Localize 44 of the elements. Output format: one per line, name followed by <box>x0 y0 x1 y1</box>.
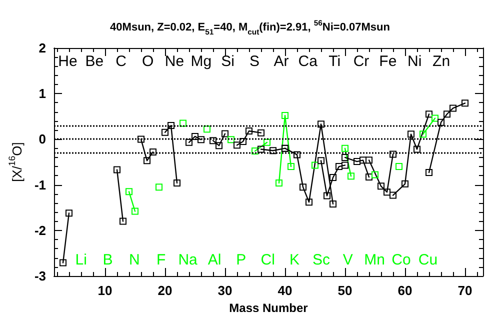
y-tick-label: 1 <box>38 86 46 102</box>
x-tick-label: 40 <box>278 283 292 298</box>
x-tick-label: 60 <box>398 283 412 298</box>
annotation: V <box>342 252 353 269</box>
x-axis-title: Mass Number <box>229 301 308 315</box>
annotation: Cl <box>260 252 275 269</box>
y-tick-label: -2 <box>34 222 46 238</box>
annotation: Al <box>208 252 222 269</box>
annotation: P <box>236 252 246 269</box>
annotation: Mn <box>364 252 386 269</box>
x-tick-label: 30 <box>218 283 232 298</box>
y-tick-label: 0 <box>38 132 46 147</box>
annotation: B <box>102 252 113 269</box>
x-tick-label: 10 <box>98 283 112 298</box>
annotation: Na <box>178 252 198 269</box>
annotation: Zn <box>432 53 450 70</box>
annotation: O <box>142 53 154 70</box>
annotation: K <box>290 252 300 269</box>
annotation: Ca <box>298 53 318 70</box>
annotation: S <box>250 53 260 70</box>
annotation: Li <box>75 252 87 269</box>
y-tick-label: 2 <box>38 40 46 56</box>
y-axis-title: [X/16O] <box>7 142 25 182</box>
annotation: Cr <box>353 53 370 70</box>
annotation: Ne <box>164 53 184 70</box>
annotation: Sc <box>312 252 330 269</box>
x-tick-label: 70 <box>458 283 472 298</box>
annotation: Si <box>221 53 235 70</box>
annotation: Co <box>392 252 411 269</box>
annotation: C <box>116 53 127 70</box>
y-tick-label: -1 <box>34 177 46 192</box>
annotation: Ar <box>274 53 289 70</box>
annotation: Fe <box>379 53 397 70</box>
y-tick-label: -3 <box>34 268 46 284</box>
x-tick-label: 50 <box>338 283 352 298</box>
x-tick-label: 20 <box>158 283 172 298</box>
annotation: Be <box>85 53 104 70</box>
annotation: N <box>129 252 140 269</box>
annotation: He <box>58 53 78 70</box>
annotation: Mg <box>190 53 212 70</box>
annotation: Cu <box>418 252 438 269</box>
annotation: F <box>156 252 166 269</box>
annotation: Ti <box>328 53 341 70</box>
annotation: Ni <box>408 53 422 70</box>
